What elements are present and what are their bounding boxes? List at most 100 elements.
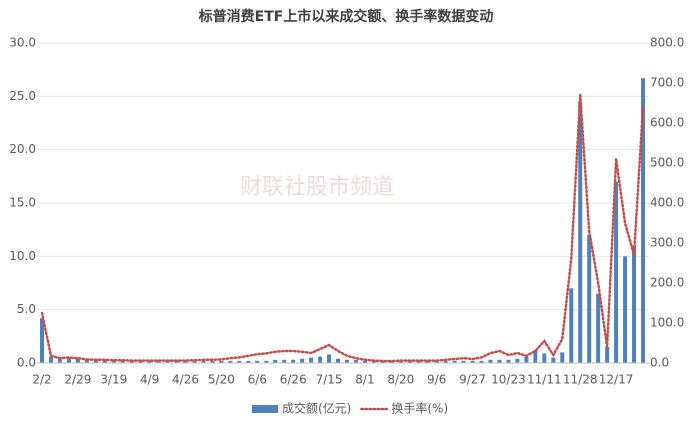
bar — [300, 358, 305, 363]
bar — [93, 359, 98, 363]
bar — [174, 360, 179, 363]
bar — [623, 256, 628, 363]
bar — [551, 357, 556, 363]
x-tick-label: 2/29 — [64, 373, 91, 387]
bar — [111, 359, 116, 363]
bar — [425, 360, 430, 363]
bar — [353, 359, 358, 363]
line — [40, 94, 645, 363]
bar — [147, 360, 152, 363]
bar — [533, 350, 538, 363]
bar — [228, 360, 233, 363]
x-tick-label: 11/11 — [527, 373, 562, 387]
bar — [246, 360, 251, 363]
bar — [605, 347, 610, 363]
chart-title: 标普消费ETF上市以来成交额、换手率数据变动 — [198, 8, 494, 25]
y2-tick-label: 100.0 — [650, 316, 684, 330]
x-tick-label: 7/15 — [316, 373, 343, 387]
bar — [210, 360, 215, 363]
x-tick-label: 5/20 — [208, 373, 235, 387]
y2-tick-label: 700.0 — [650, 76, 684, 90]
x-tick-label: 3/19 — [100, 373, 127, 387]
bar — [40, 318, 44, 363]
bar — [389, 360, 394, 363]
bar — [57, 358, 62, 363]
bar — [560, 352, 565, 363]
x-tick-label: 6/6 — [248, 373, 267, 387]
bar — [183, 360, 188, 363]
bar — [282, 359, 287, 363]
legend-label: 换手率(%) — [391, 401, 448, 416]
x-tick-label: 12/17 — [599, 373, 634, 387]
bar — [219, 360, 224, 363]
bar — [291, 359, 296, 363]
bar — [524, 356, 529, 363]
bar — [309, 357, 314, 363]
bar — [434, 360, 439, 363]
bar — [407, 360, 412, 363]
bar — [515, 358, 520, 363]
bar — [596, 293, 601, 363]
bar — [569, 288, 574, 363]
bar — [587, 235, 592, 363]
y2-tick-label: 500.0 — [650, 156, 684, 170]
y-tick-label: 0.0 — [17, 356, 36, 370]
bar — [102, 359, 107, 363]
bar — [138, 360, 143, 363]
bar — [273, 359, 278, 363]
bar — [75, 358, 80, 363]
y2-tick-label: 200.0 — [650, 276, 684, 290]
legend-swatch — [252, 405, 278, 413]
bar — [542, 353, 547, 363]
bar — [318, 356, 323, 363]
x-tick-label: 10/23 — [491, 373, 526, 387]
y-tick-label: 30.0 — [9, 36, 36, 50]
bar — [578, 101, 583, 364]
x-tick-label: 4/26 — [172, 373, 199, 387]
x-tick-label: 9/6 — [427, 373, 446, 387]
y-tick-label: 25.0 — [9, 89, 36, 103]
y-tick-label: 10.0 — [9, 249, 36, 263]
bar — [416, 360, 421, 363]
legend-label: 成交额(亿元) — [282, 401, 351, 416]
bar — [443, 360, 448, 363]
bar — [84, 359, 89, 363]
bar — [129, 360, 134, 363]
bar — [237, 360, 242, 363]
bar — [48, 356, 53, 363]
bar — [362, 360, 367, 363]
y2-tick-label: 0.0 — [650, 356, 669, 370]
bar — [66, 357, 71, 363]
bar — [336, 358, 341, 363]
y2-tick-label: 400.0 — [650, 196, 684, 210]
bar — [488, 359, 493, 363]
bar — [398, 360, 403, 363]
bar — [344, 359, 349, 363]
y-tick-label: 15.0 — [9, 196, 36, 210]
bar — [371, 360, 376, 363]
bar — [192, 360, 197, 363]
bar — [614, 181, 619, 363]
bar — [641, 78, 645, 363]
x-tick-label: 2/2 — [32, 373, 51, 387]
bar — [497, 359, 502, 363]
bar — [156, 360, 161, 363]
x-tick-label: 8/1 — [355, 373, 374, 387]
bar — [165, 360, 170, 363]
bar — [506, 359, 511, 363]
x-tick-label: 4/9 — [140, 373, 159, 387]
y2-tick-label: 300.0 — [650, 236, 684, 250]
x-tick-label: 11/28 — [563, 373, 598, 387]
bar — [632, 245, 637, 363]
x-tick-label: 8/20 — [387, 373, 414, 387]
bar — [255, 360, 260, 363]
y-tick-label: 5.0 — [17, 302, 36, 316]
bar — [327, 354, 332, 363]
y2-tick-label: 800.0 — [650, 36, 684, 50]
watermark: 财联社股市频道 — [240, 175, 394, 200]
x-tick-label: 9/27 — [459, 373, 486, 387]
bar — [470, 360, 475, 363]
y2-tick-label: 600.0 — [650, 116, 684, 130]
bar — [461, 360, 466, 363]
